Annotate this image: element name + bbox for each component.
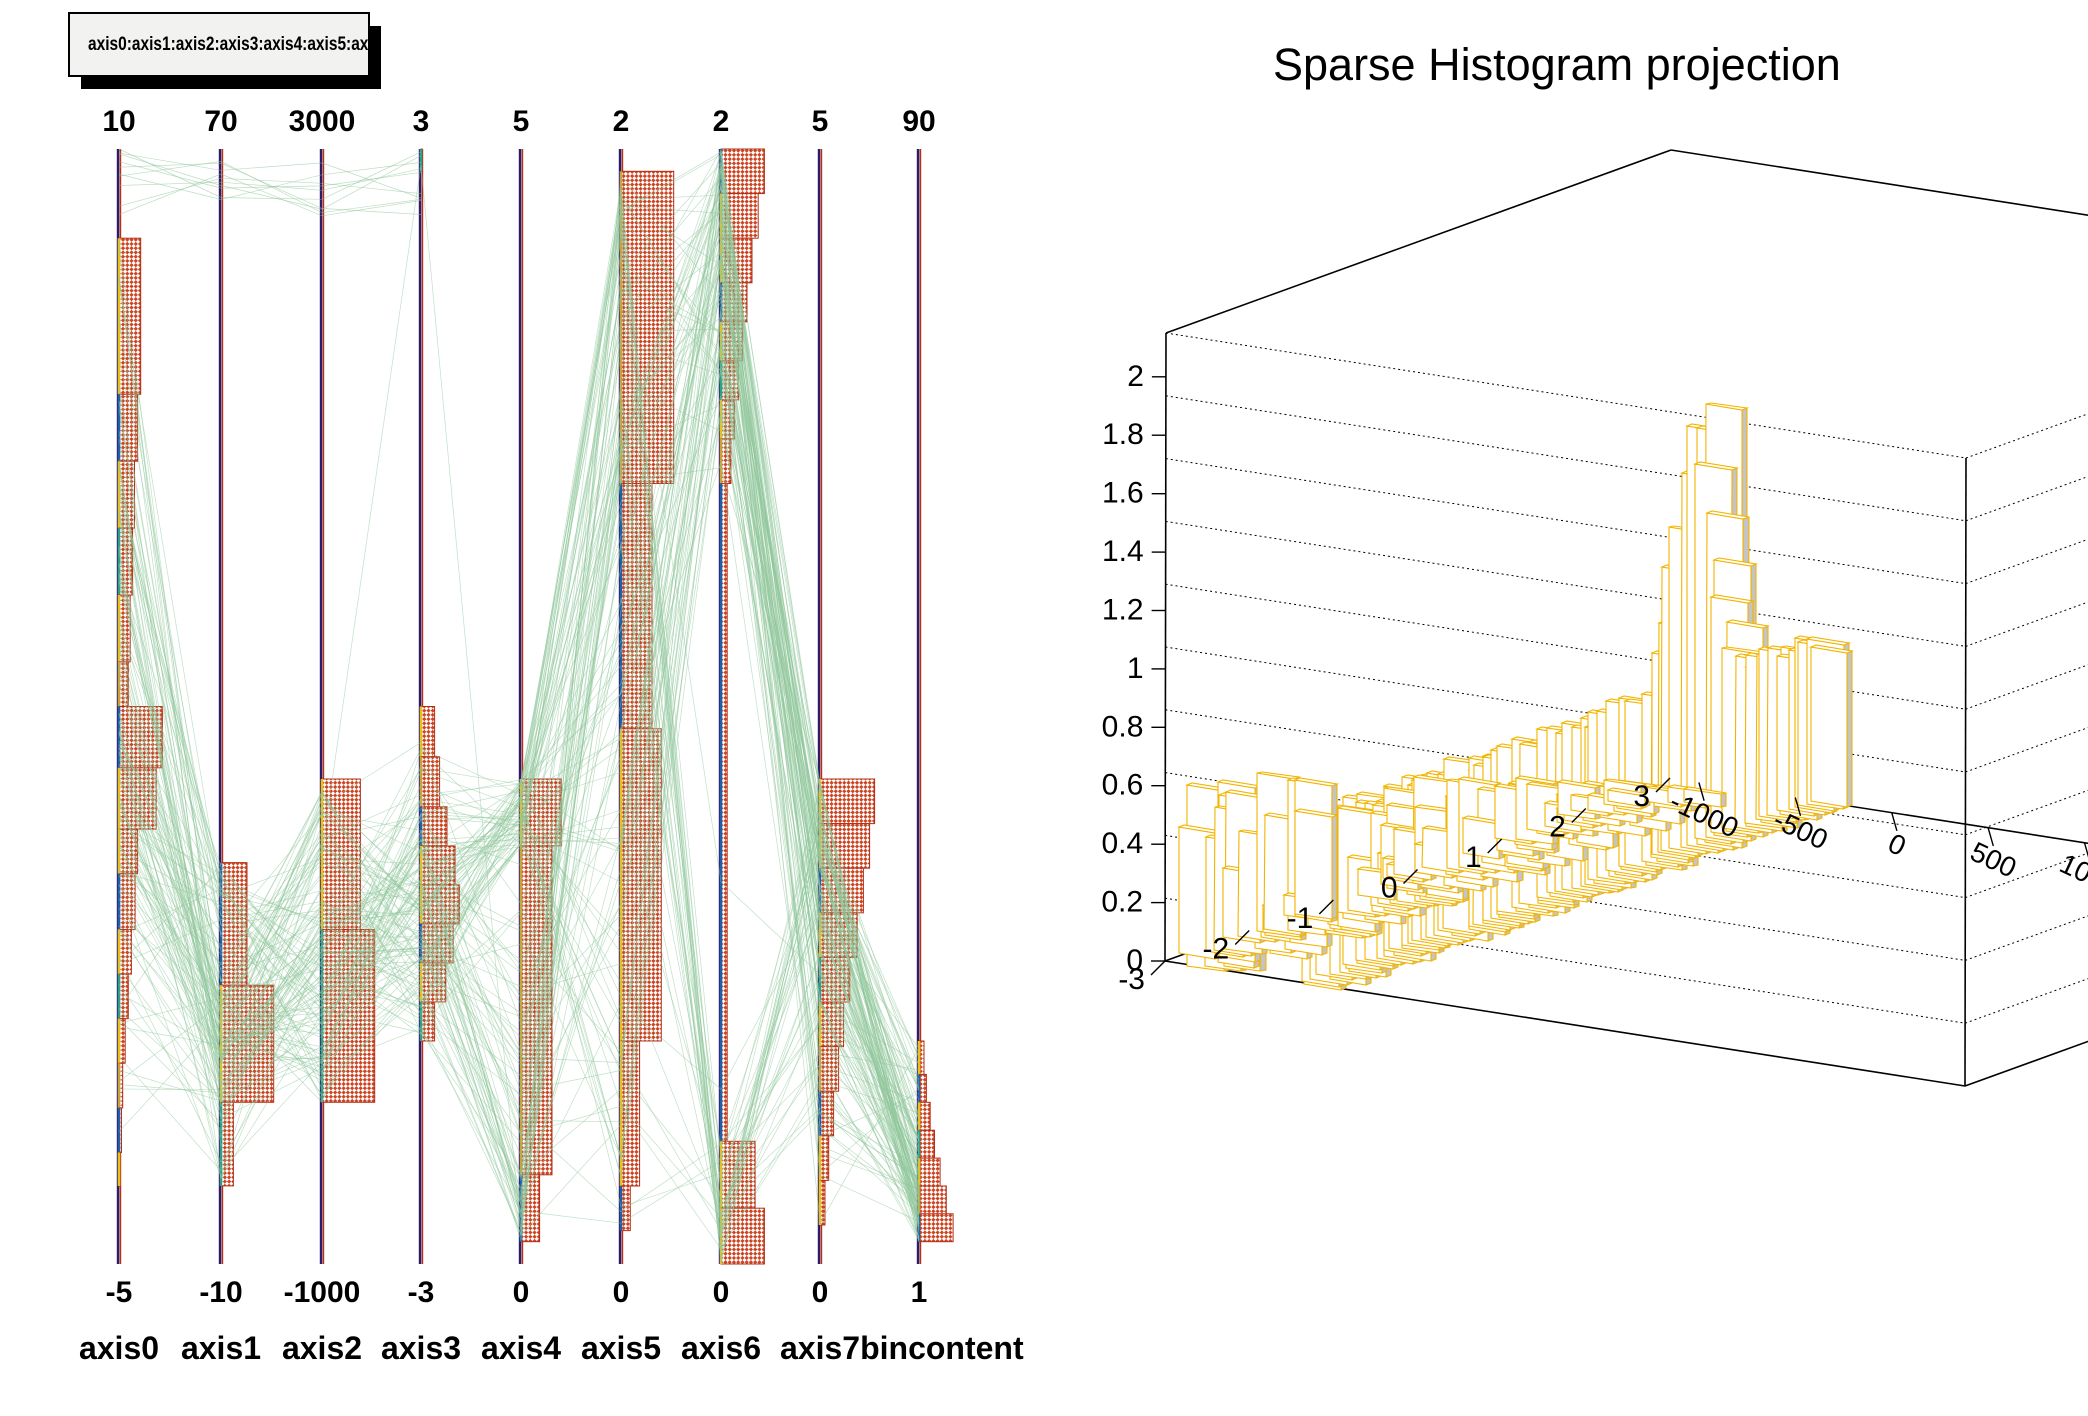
svg-text:5: 5 <box>812 105 829 138</box>
svg-text:axis3: axis3 <box>381 1330 461 1366</box>
svg-text:0.2: 0.2 <box>1101 886 1143 919</box>
svg-text:90: 90 <box>902 105 935 138</box>
svg-text:1: 1 <box>911 1276 928 1309</box>
svg-text:2: 2 <box>1127 360 1144 393</box>
svg-text:axis6: axis6 <box>681 1330 761 1366</box>
svg-text:1: 1 <box>1127 652 1144 685</box>
svg-text:axis5: axis5 <box>581 1330 661 1366</box>
svg-text:2: 2 <box>613 105 630 138</box>
svg-text:0: 0 <box>812 1276 829 1309</box>
svg-text:axis7bincontent: axis7bincontent <box>780 1330 1024 1366</box>
svg-text:0: 0 <box>713 1276 730 1309</box>
svg-text:0: 0 <box>513 1276 530 1309</box>
svg-text:-3: -3 <box>408 1276 435 1309</box>
svg-text:-3: -3 <box>1118 963 1145 996</box>
svg-text:70: 70 <box>204 105 237 138</box>
svg-text:2: 2 <box>1549 811 1566 844</box>
svg-text:10: 10 <box>102 105 135 138</box>
svg-text:1.6: 1.6 <box>1102 477 1144 510</box>
svg-text:axis0: axis0 <box>79 1330 159 1366</box>
svg-text:0.6: 0.6 <box>1102 769 1144 802</box>
svg-text:-1000: -1000 <box>284 1276 361 1309</box>
svg-text:-2: -2 <box>1203 933 1230 966</box>
svg-text:axis4: axis4 <box>481 1330 561 1366</box>
svg-text:1.2: 1.2 <box>1102 594 1144 627</box>
svg-text:0.8: 0.8 <box>1102 710 1144 743</box>
svg-text:0.4: 0.4 <box>1101 827 1143 860</box>
svg-text:1.8: 1.8 <box>1102 418 1144 451</box>
svg-text:-1: -1 <box>1287 902 1314 935</box>
svg-text:3: 3 <box>1633 780 1650 813</box>
svg-text:2: 2 <box>713 105 730 138</box>
svg-text:1.4: 1.4 <box>1102 535 1144 568</box>
svg-text:1: 1 <box>1465 841 1482 874</box>
svg-text:0: 0 <box>1381 872 1398 905</box>
svg-text:-5: -5 <box>106 1276 133 1309</box>
svg-text:3: 3 <box>413 105 430 138</box>
svg-text:Sparse Histogram projection: Sparse Histogram projection <box>1273 39 1841 90</box>
svg-text:5: 5 <box>513 105 530 138</box>
svg-text:axis2: axis2 <box>282 1330 362 1366</box>
svg-text:0: 0 <box>613 1276 630 1309</box>
svg-text:-10: -10 <box>199 1276 242 1309</box>
svg-text:axis1: axis1 <box>181 1330 261 1366</box>
svg-text:3000: 3000 <box>289 105 356 138</box>
